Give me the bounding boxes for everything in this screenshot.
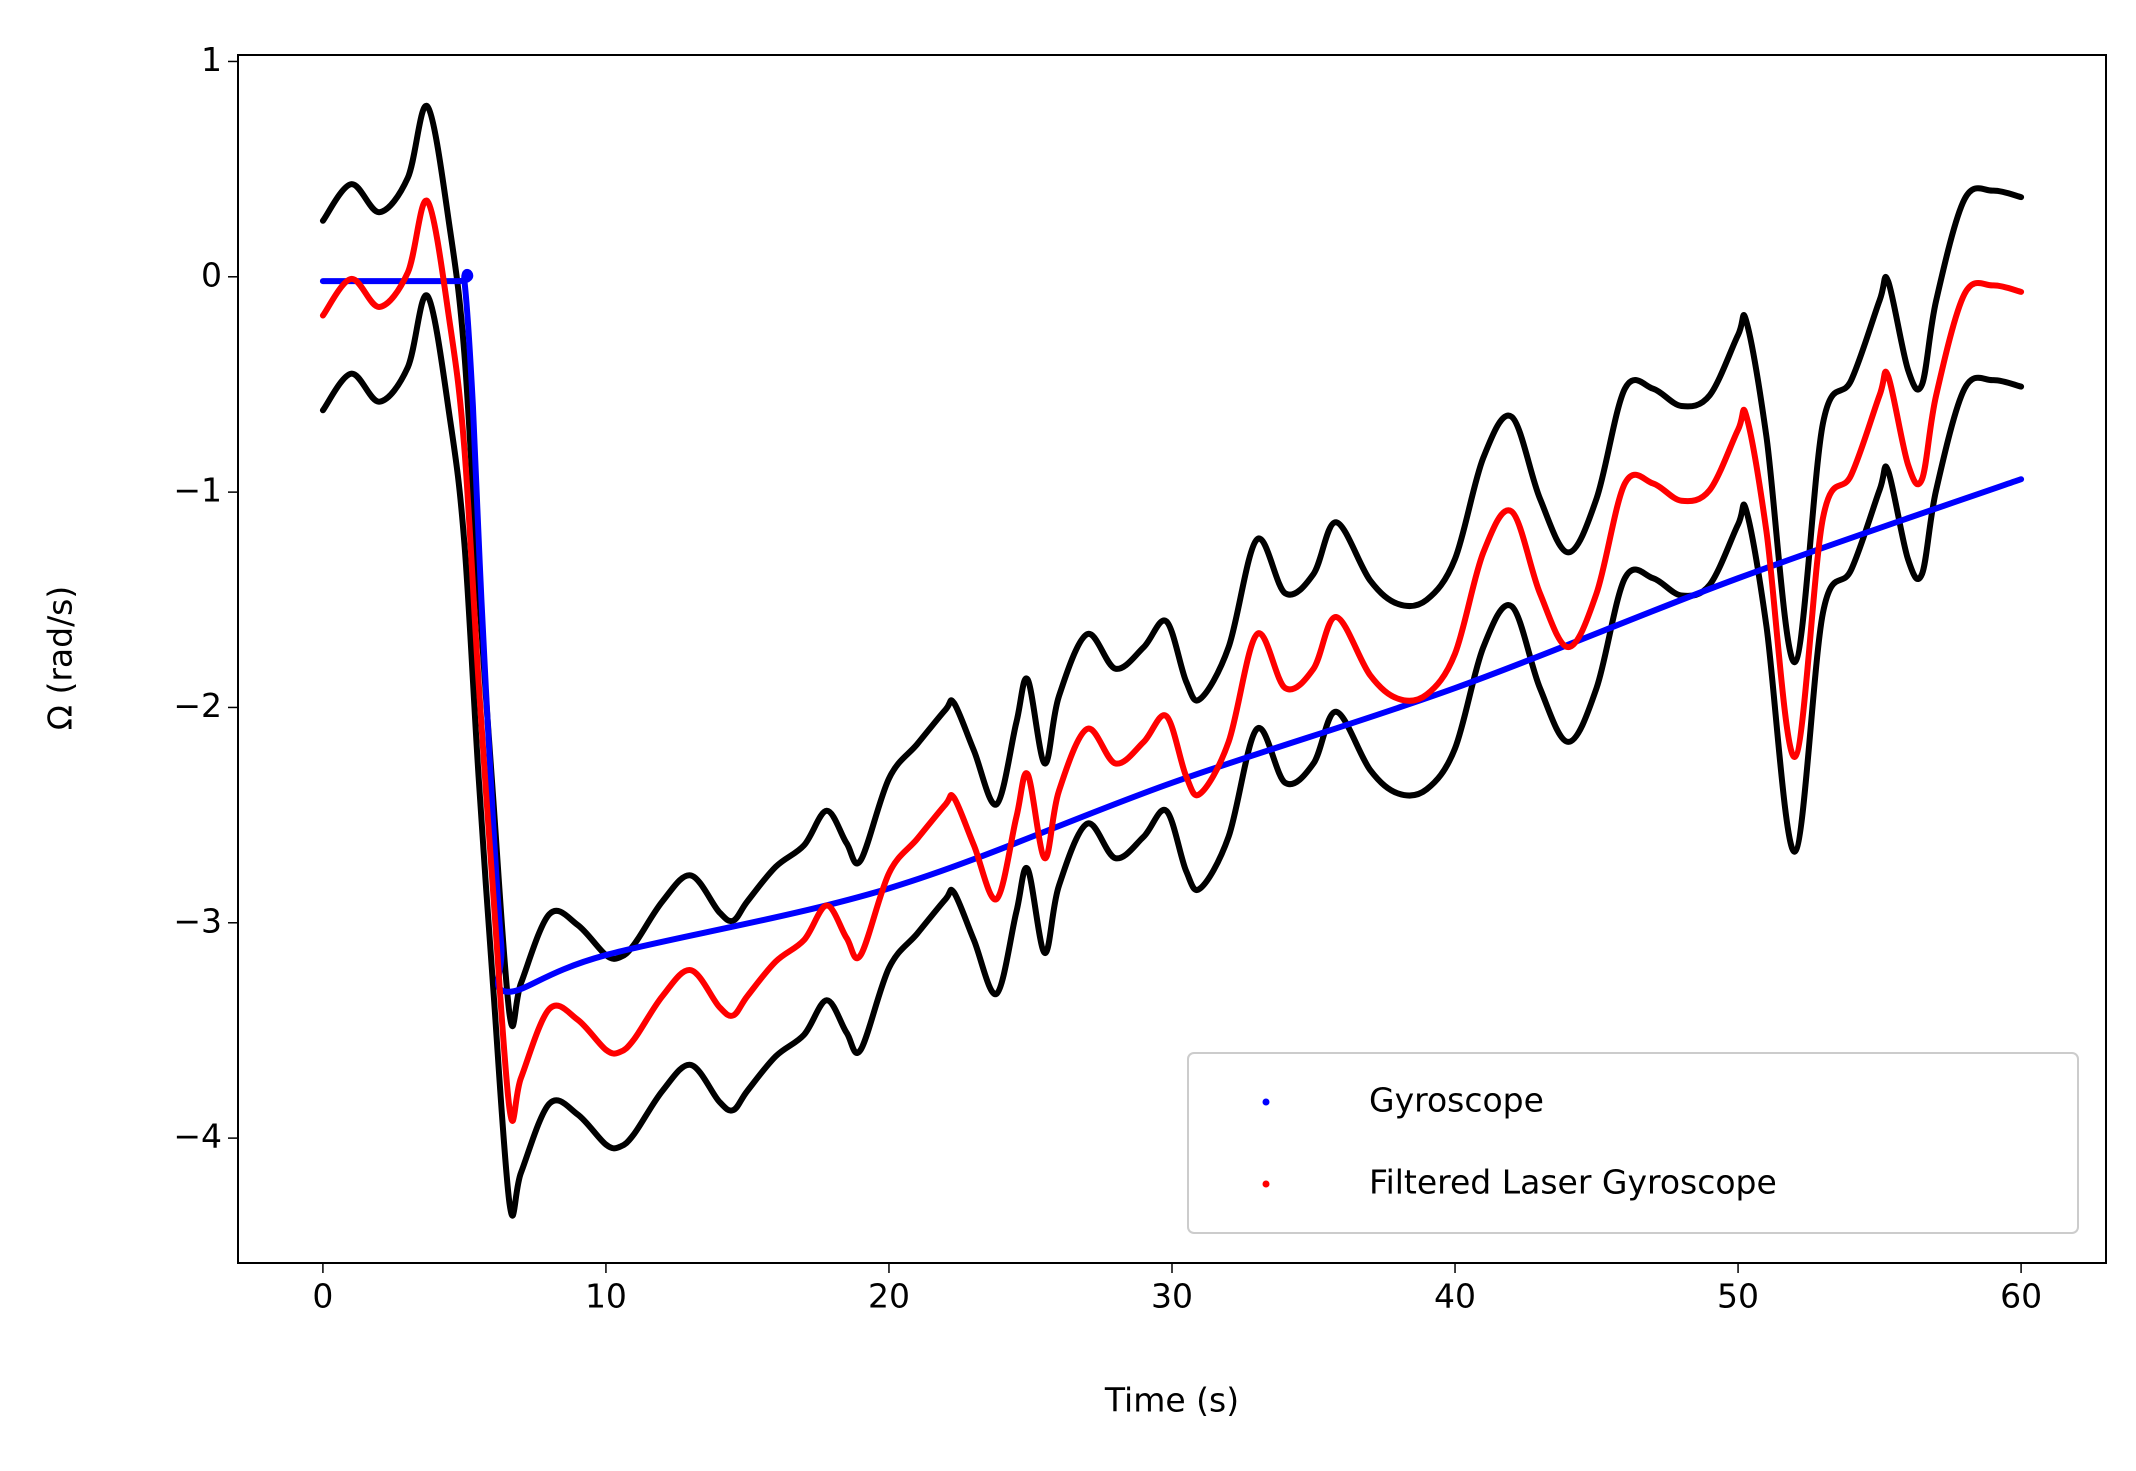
legend-marker — [1262, 1098, 1270, 1106]
y-tick-label: −1 — [173, 471, 222, 510]
x-axis-label: Time (s) — [1104, 1381, 1239, 1420]
y-tick-label: 1 — [201, 40, 222, 79]
legend-box — [1187, 1052, 2079, 1234]
legend-label: Gyroscope — [1369, 1081, 1544, 1120]
x-tick-label: 10 — [585, 1277, 627, 1316]
y-tick-label: 0 — [201, 255, 222, 294]
plot-frame — [237, 54, 2107, 1264]
x-tick-label: 30 — [1151, 1277, 1193, 1316]
legend-marker — [1262, 1180, 1270, 1188]
x-tick-label: 40 — [1434, 1277, 1476, 1316]
y-tick-label: −4 — [173, 1117, 222, 1156]
x-tick-label: 50 — [1717, 1277, 1759, 1316]
y-tick-label: −2 — [173, 686, 222, 725]
series-line — [319, 292, 2025, 1219]
x-tick-label: 0 — [312, 1277, 333, 1316]
legend-label: Filtered Laser Gyroscope — [1369, 1163, 1777, 1202]
x-tick-label: 20 — [868, 1277, 910, 1316]
x-tick-label: 60 — [2000, 1277, 2042, 1316]
series-line — [319, 103, 2025, 1029]
y-axis-label: Ω (rad/s) — [41, 586, 80, 731]
y-tick-label: −3 — [173, 901, 222, 940]
series-line — [319, 197, 2025, 1124]
series-line — [319, 268, 2025, 995]
